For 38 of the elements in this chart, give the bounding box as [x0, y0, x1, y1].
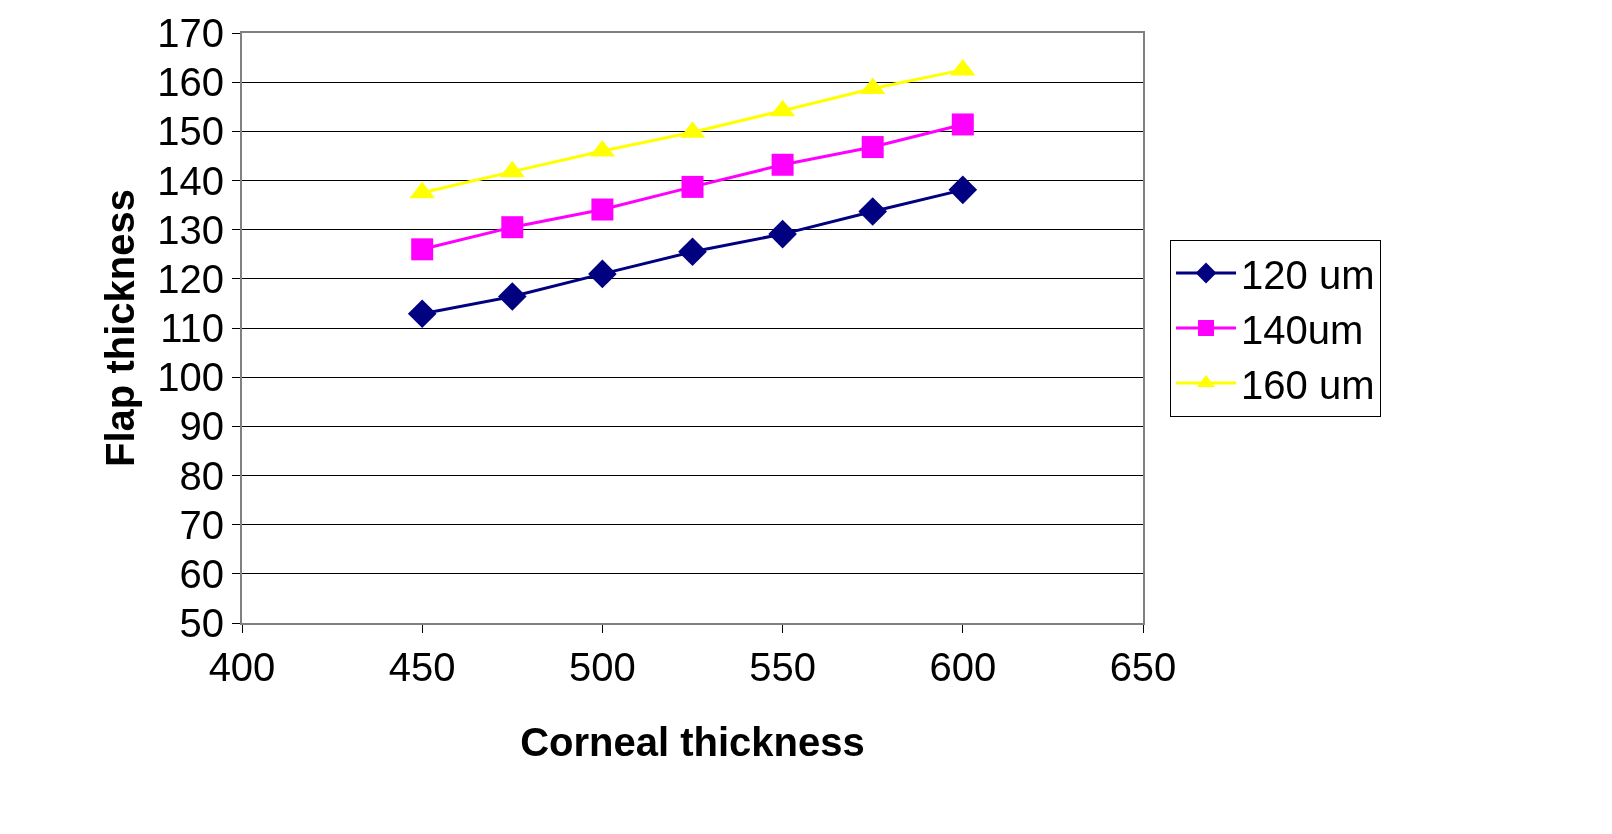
point [407, 299, 437, 329]
point [411, 238, 434, 261]
point [948, 175, 978, 205]
y-tick-label: 170 [157, 11, 224, 55]
point [861, 136, 884, 159]
y-tick-label: 150 [157, 109, 224, 154]
x-tick-label: 600 [929, 645, 997, 689]
x-tick-label: 400 [208, 645, 276, 689]
y-tick-label: 70 [179, 502, 224, 547]
point [681, 175, 704, 198]
point [591, 198, 614, 221]
y-tick-label: 140 [157, 158, 224, 203]
x-tick-label: 650 [1109, 645, 1177, 689]
x-tick-label: 500 [569, 645, 636, 689]
legend-label: 160 um [1241, 362, 1375, 407]
x-tick-label: 450 [388, 645, 456, 689]
y-tick-label: 160 [157, 60, 224, 105]
x-tick-label: 550 [749, 645, 816, 689]
y-axis-title: Flap thickness [98, 189, 143, 467]
legend-label: 140um [1241, 307, 1364, 352]
y-tick-label: 130 [157, 207, 224, 252]
y-tick-label: 90 [179, 404, 224, 449]
point [858, 197, 887, 226]
point [678, 237, 707, 267]
point [768, 219, 797, 249]
legend-label: 120 um [1241, 252, 1375, 297]
point [771, 153, 794, 176]
y-tick-label: 110 [160, 306, 224, 350]
y-tick-label: 120 [157, 256, 224, 301]
y-tick-label: 80 [179, 453, 224, 498]
point [501, 216, 524, 239]
y-tick-label: 50 [179, 601, 224, 645]
point [588, 259, 617, 289]
y-tick-label: 100 [157, 355, 224, 400]
point [951, 113, 974, 136]
x-axis-title: Corneal thickness [520, 720, 865, 764]
y-tick-label: 60 [179, 551, 224, 596]
point [498, 282, 527, 311]
